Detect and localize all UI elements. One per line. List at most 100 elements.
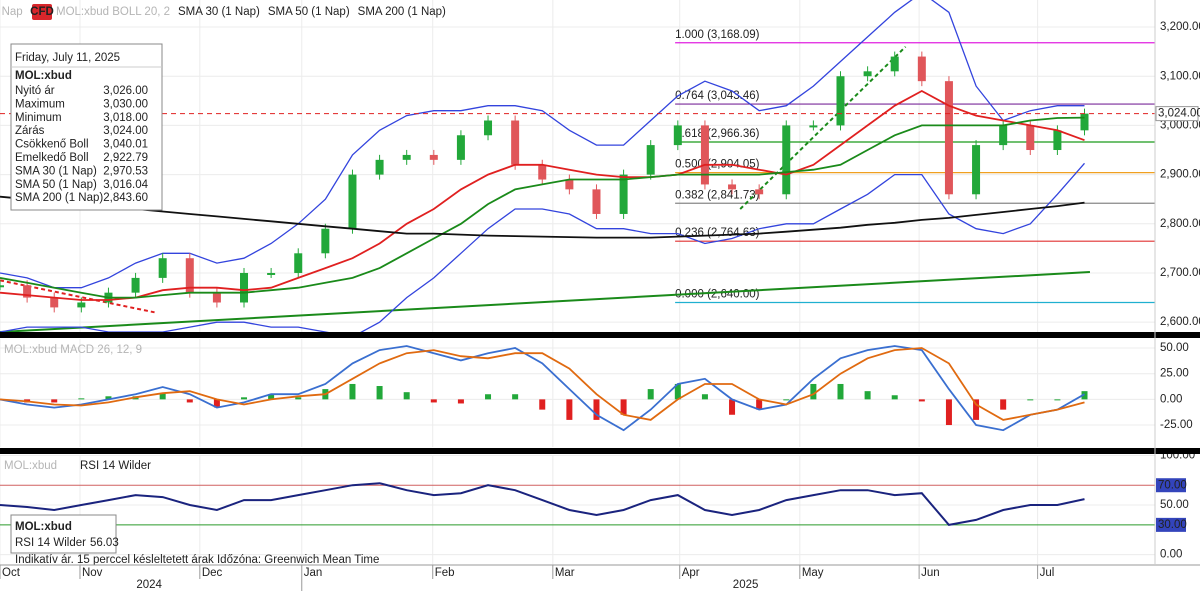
macd-bar (647, 389, 654, 400)
fib-label: 0.618 (2,966.36) (675, 128, 760, 140)
series-line (0, 195, 1085, 239)
macd-bar (945, 399, 952, 426)
info-value: 3,026.00 (103, 85, 148, 97)
legend-entry: SMA 50 (1 Nap) (268, 6, 350, 18)
candle (429, 154, 438, 160)
fib-label: 0.764 (3,043.46) (675, 90, 760, 102)
macd-bar (729, 399, 736, 415)
macd-bar (593, 399, 600, 420)
badge (32, 4, 52, 20)
current-price-label: 3,024.00 (1158, 108, 1200, 120)
info-value: 2,970.53 (103, 165, 148, 177)
info-box (10, 43, 163, 211)
x-tick-label: Nov (82, 567, 103, 579)
y-tick-label: 50.00 (1160, 342, 1189, 354)
macd-bar (701, 394, 708, 400)
macd-bar (241, 397, 248, 400)
candle (700, 125, 709, 185)
macd-bar (403, 392, 410, 400)
separator (0, 448, 1200, 454)
rsi-box-label: RSI 14 Wilder (15, 537, 86, 549)
candle (240, 272, 249, 303)
macd-bar (674, 383, 681, 400)
y-tick-label: 3,000.00 (1160, 119, 1200, 131)
current-price-box (1155, 106, 1199, 122)
candle (890, 56, 899, 72)
macd-bar (539, 399, 546, 410)
year-label: 2024 (136, 579, 162, 591)
candle (755, 189, 764, 195)
info-label: Emelkedő Boll (15, 152, 89, 164)
candle (402, 154, 411, 160)
info-label: Csökkenő Boll (15, 139, 89, 151)
info-value: 2,922.79 (103, 152, 148, 164)
macd-title: MOL:xbud MACD 26, 12, 9 (4, 344, 142, 356)
candle (294, 253, 303, 273)
candle (673, 125, 682, 146)
macd-bar (1000, 399, 1007, 410)
boll-lower (0, 162, 1085, 332)
fib-label: 1.000 (3,168.09) (675, 29, 760, 41)
macd-bar (891, 395, 898, 400)
candle (538, 164, 547, 180)
y-tick-label: 2,800.00 (1160, 218, 1200, 230)
y-tick-label: 50.00 (1160, 499, 1189, 511)
macd-bar (268, 394, 275, 400)
panel (0, 455, 1155, 565)
series-line (0, 482, 1085, 526)
macd-bar (973, 399, 980, 420)
trendline (0, 270, 1090, 332)
badge-text: CFD (30, 6, 54, 18)
info-label: SMA 30 (1 Nap) (15, 165, 97, 177)
macd-bar (864, 391, 871, 400)
macd-bar (213, 399, 220, 408)
macd-bar (159, 393, 166, 400)
candle (158, 258, 167, 278)
x-tick-label: Jul (1040, 567, 1055, 579)
macd-bar (295, 397, 302, 400)
candle (944, 81, 953, 195)
info-value: 3,040.01 (103, 139, 148, 151)
info-label: SMA 200 (1 Nap) (15, 192, 103, 204)
y-tick-label: 0.00 (1160, 393, 1182, 405)
x-tick-label: Mar (555, 567, 575, 579)
candle (782, 125, 791, 195)
macd-bar (1054, 399, 1061, 401)
info-value: 3,024.00 (103, 125, 148, 137)
candle (456, 135, 465, 160)
candle (321, 228, 330, 254)
footer-note: Indikatív ár. 15 perccel késleltetett ár… (15, 554, 379, 566)
info-value: 3,016.04 (103, 179, 148, 191)
candle (809, 125, 818, 128)
candle (728, 184, 737, 190)
x-tick-label: Feb (435, 567, 455, 579)
study-label: MOL:xbud BOLL 20, 2 (56, 6, 170, 18)
separator (0, 332, 1200, 338)
candle (511, 120, 520, 165)
ref-label: 70.00 (1158, 479, 1187, 491)
candle (863, 71, 872, 77)
x-tick-label: Jan (304, 567, 323, 579)
macd-bar (457, 399, 464, 404)
macd-bar (105, 396, 112, 400)
candle (917, 56, 926, 82)
rsi-box-symbol: MOL:xbud (15, 521, 72, 533)
y-tick-label: 2,900.00 (1160, 169, 1200, 181)
candle (131, 277, 140, 293)
year-label: 2025 (733, 579, 759, 591)
info-label: Maximum (15, 98, 65, 110)
y-tick-label: 0.00 (1160, 549, 1182, 561)
ref-box (1156, 478, 1186, 493)
candle (1080, 113, 1089, 131)
info-symbol: MOL:xbud (15, 70, 72, 82)
macd-bar (349, 383, 356, 400)
info-label: Nyitó ár (15, 85, 55, 97)
info-label: SMA 50 (1 Nap) (15, 179, 97, 191)
candle (619, 174, 628, 214)
candle (267, 272, 276, 275)
macd-bar (1027, 399, 1034, 401)
macd-bar (51, 399, 58, 403)
series-line (0, 116, 1085, 299)
candle (646, 145, 655, 175)
